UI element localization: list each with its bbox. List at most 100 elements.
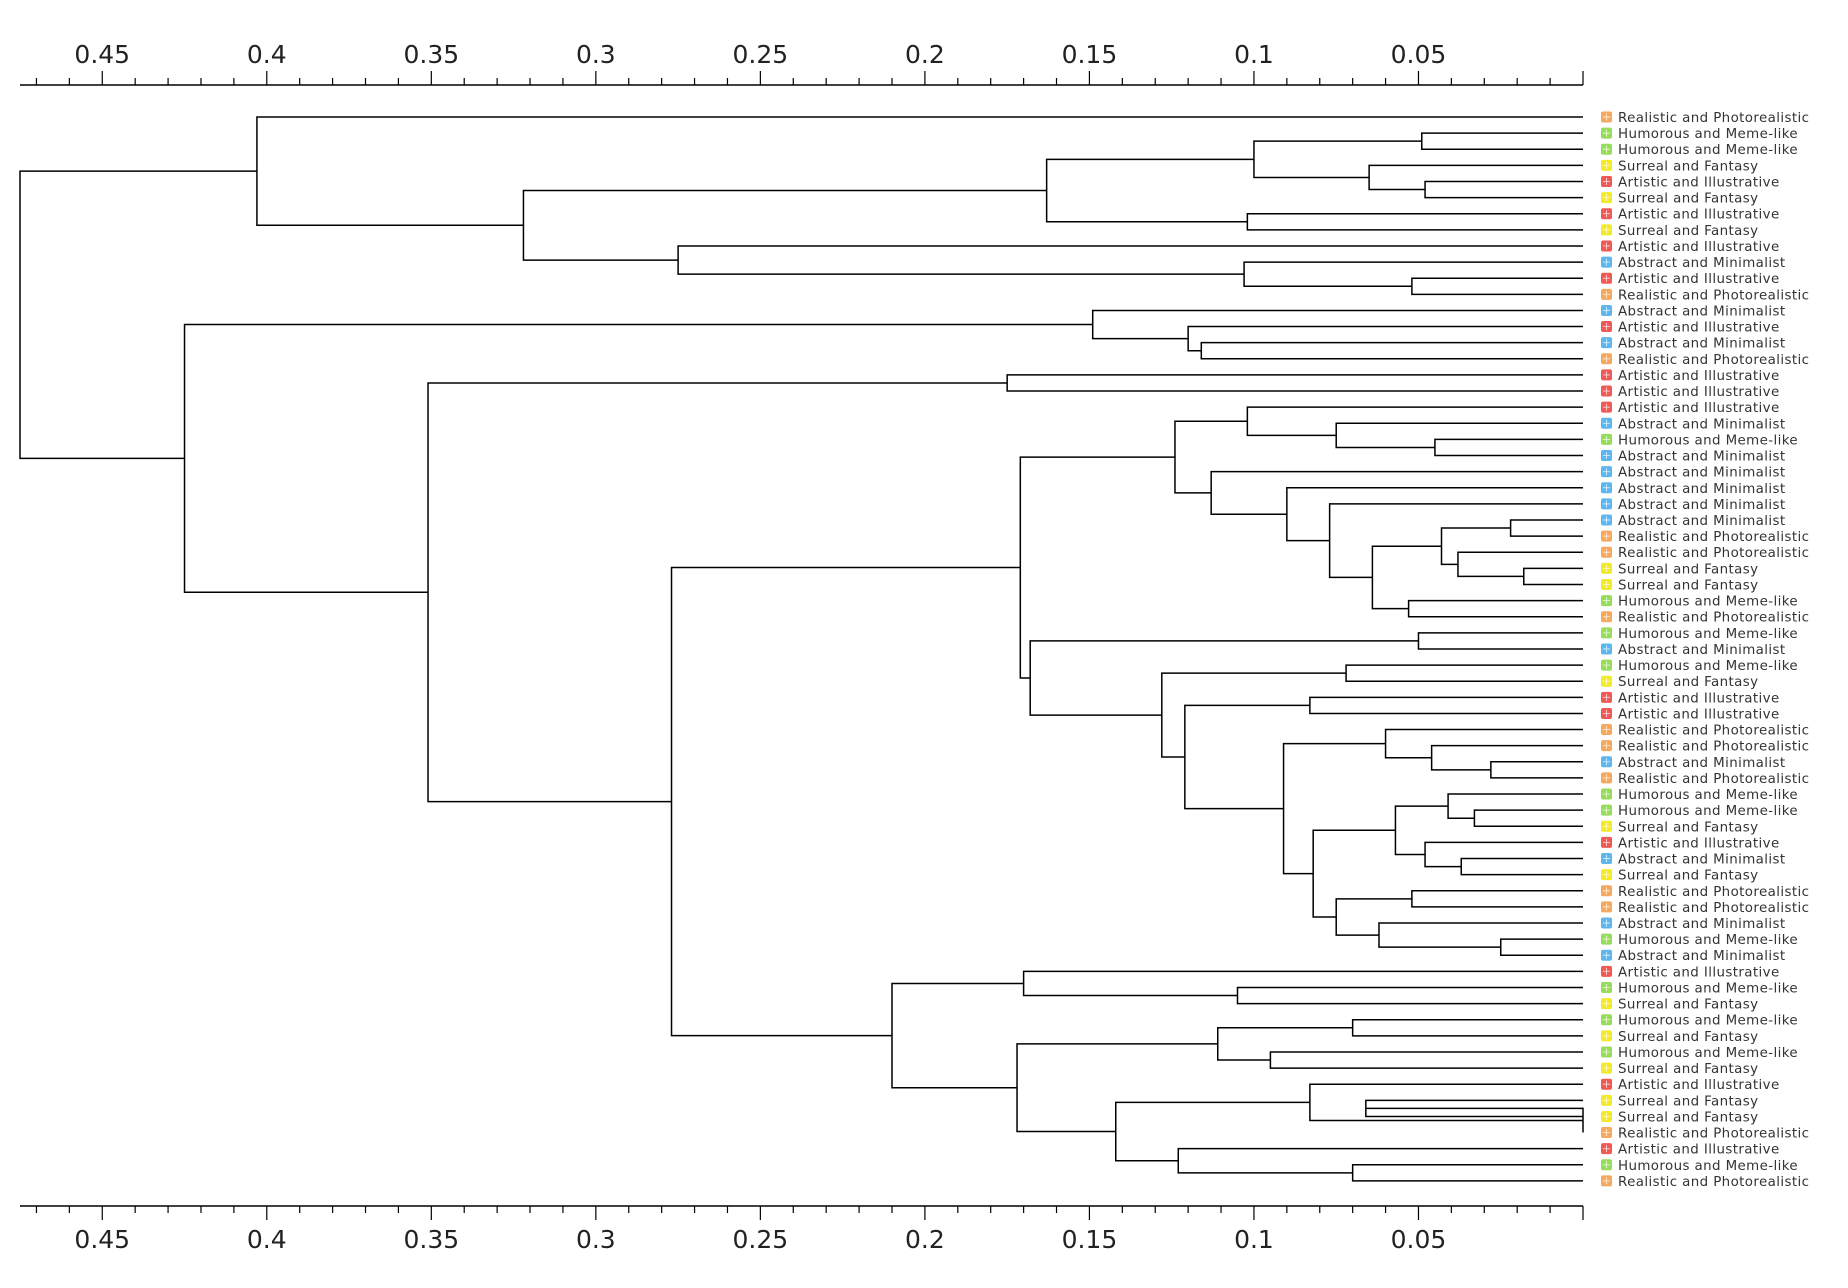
leaf-marker-cross [1603, 129, 1610, 137]
leaf-label: Abstract and Minimalist [1618, 949, 1786, 964]
dendrogram-link [1440, 527, 1511, 566]
leaf-marker-cross [1603, 1048, 1610, 1056]
leaf-marker-cross [1603, 290, 1610, 298]
leaf-label: Artistic and Illustrative [1618, 208, 1780, 223]
leaf-label: Humorous and Meme-like [1618, 981, 1798, 996]
leaf-marker-cross [1603, 1064, 1610, 1072]
leaf-label: Abstract and Minimalist [1618, 450, 1786, 465]
dendrogram-link [1411, 277, 1583, 296]
dendrogram-link [1368, 164, 1583, 191]
leaf-marker-cross [1603, 177, 1610, 185]
dendrogram-link [1115, 1101, 1310, 1162]
dendrogram-link [1236, 986, 1583, 1005]
dendrogram-link [1430, 744, 1583, 771]
dendrogram-link [1457, 551, 1583, 578]
leaf-marker-cross [1603, 1096, 1610, 1104]
tick-label: 0.1 [1234, 1225, 1274, 1254]
leaf-label: Realistic and Photorealistic [1618, 724, 1809, 739]
dendrogram-link [1200, 341, 1583, 360]
leaf-marker-cross [1603, 806, 1610, 814]
leaf-marker-cross [1603, 629, 1610, 637]
leaf-marker-cross [1603, 693, 1610, 701]
tick-label: 0.25 [733, 1225, 789, 1254]
dendrogram-link [1328, 503, 1583, 579]
leaf-marker-cross [1603, 951, 1610, 959]
tick-label: 0.15 [1062, 40, 1118, 69]
dendrogram-link [1091, 309, 1583, 340]
leaf-label: Humorous and Meme-like [1618, 804, 1798, 819]
leaf-marker-cross [1603, 468, 1610, 476]
leaf-label: Artistic and Illustrative [1618, 965, 1780, 980]
leaf-marker-cross [1603, 1161, 1610, 1169]
leaf-label: Humorous and Meme-like [1618, 127, 1798, 142]
leaf-label: Realistic and Photorealistic [1618, 1175, 1809, 1190]
leaf-label: Surreal and Fantasy [1618, 578, 1758, 593]
leaf-label: Artistic and Illustrative [1618, 836, 1780, 851]
dendrogram-link [1217, 1027, 1353, 1061]
dendrogram-link [1424, 180, 1583, 199]
dendrogram-link [1286, 487, 1583, 542]
leaf-marker-cross [1603, 1032, 1610, 1040]
leaf-marker-cross [1603, 726, 1610, 734]
leaf-label: Surreal and Fantasy [1618, 159, 1758, 174]
leaf-marker-cross [1603, 774, 1610, 782]
leaf-label: Humorous and Meme-like [1618, 788, 1798, 803]
leaf-label: Humorous and Meme-like [1618, 595, 1798, 610]
dendrogram-link [891, 982, 1024, 1089]
dendrogram-link [1407, 599, 1583, 618]
leaf-label: Humorous and Meme-like [1618, 627, 1798, 642]
dendrogram-link [1210, 470, 1583, 515]
leaf-marker-cross [1603, 500, 1610, 508]
leaf-marker-cross [1603, 597, 1610, 605]
leaf-marker-cross [1603, 355, 1610, 363]
leaf-label: Realistic and Photorealistic [1618, 288, 1809, 303]
tick-label: 0.2 [905, 1225, 945, 1254]
tick-label: 0.15 [1062, 1225, 1118, 1254]
dendrogram-link [1246, 212, 1583, 231]
leaf-marker-cross [1603, 903, 1610, 911]
leaf-marker-cross [1603, 1000, 1610, 1008]
dendrogram-link [19, 170, 257, 460]
dendrogram-link [1351, 1164, 1583, 1182]
dendrogram-link [1378, 922, 1583, 948]
leaf-marker-cross [1603, 161, 1610, 169]
dendrogram-link [1394, 805, 1449, 856]
tick-label: 0.35 [403, 1225, 459, 1254]
leaf-marker-cross [1603, 258, 1610, 266]
dendrogram-link [1282, 742, 1386, 875]
dendrogram-link [1499, 938, 1583, 956]
leaf-marker-cross [1603, 967, 1610, 975]
leaf-marker-cross [1603, 645, 1610, 653]
leaf-marker-cross [1603, 274, 1610, 282]
leaf-marker-cross [1603, 516, 1610, 524]
top-x-axis: 0.45 0.4 0.35 0.3 0.25 0.2 0.15 0.1 0.05 [20, 40, 1584, 86]
leaf-label: Realistic and Photorealistic [1618, 885, 1809, 900]
tick-label: 0.1 [1234, 40, 1274, 69]
dendrogram-branches [19, 116, 1584, 1182]
dendrogram-link [1045, 158, 1254, 223]
leaf-marker-cross [1603, 387, 1610, 395]
leaf-label: Artistic and Illustrative [1618, 240, 1780, 255]
leaf-marker-cross [1603, 758, 1610, 766]
leaf-label: Artistic and Illustrative [1618, 321, 1780, 336]
dendrogram-link [1490, 761, 1583, 779]
dendrogram-link [1022, 970, 1583, 997]
leaf-marker-cross [1603, 1016, 1610, 1024]
leaf-label: Realistic and Photorealistic [1618, 353, 1809, 368]
tick-label: 0.05 [1391, 40, 1447, 69]
tick-label: 0.45 [74, 40, 130, 69]
dendrogram-link [1187, 325, 1583, 352]
dendrogram-link [1184, 704, 1310, 810]
dendrogram-link [1345, 664, 1583, 682]
dendrogram-link [1335, 898, 1412, 936]
leaf-label: Surreal and Fantasy [1618, 1030, 1758, 1045]
leaf-marker-cross [1603, 306, 1610, 314]
dendrogram-link [1309, 1083, 1583, 1122]
leaf-marker-cross [1603, 145, 1610, 153]
dendrogram-link [1447, 793, 1583, 819]
leaf-marker-cross [1603, 339, 1610, 347]
dendrogram-link [1161, 672, 1347, 758]
leaf-label: Surreal and Fantasy [1618, 224, 1758, 239]
dendrogram-link [1424, 841, 1583, 868]
dendrogram-link [1177, 1147, 1583, 1174]
